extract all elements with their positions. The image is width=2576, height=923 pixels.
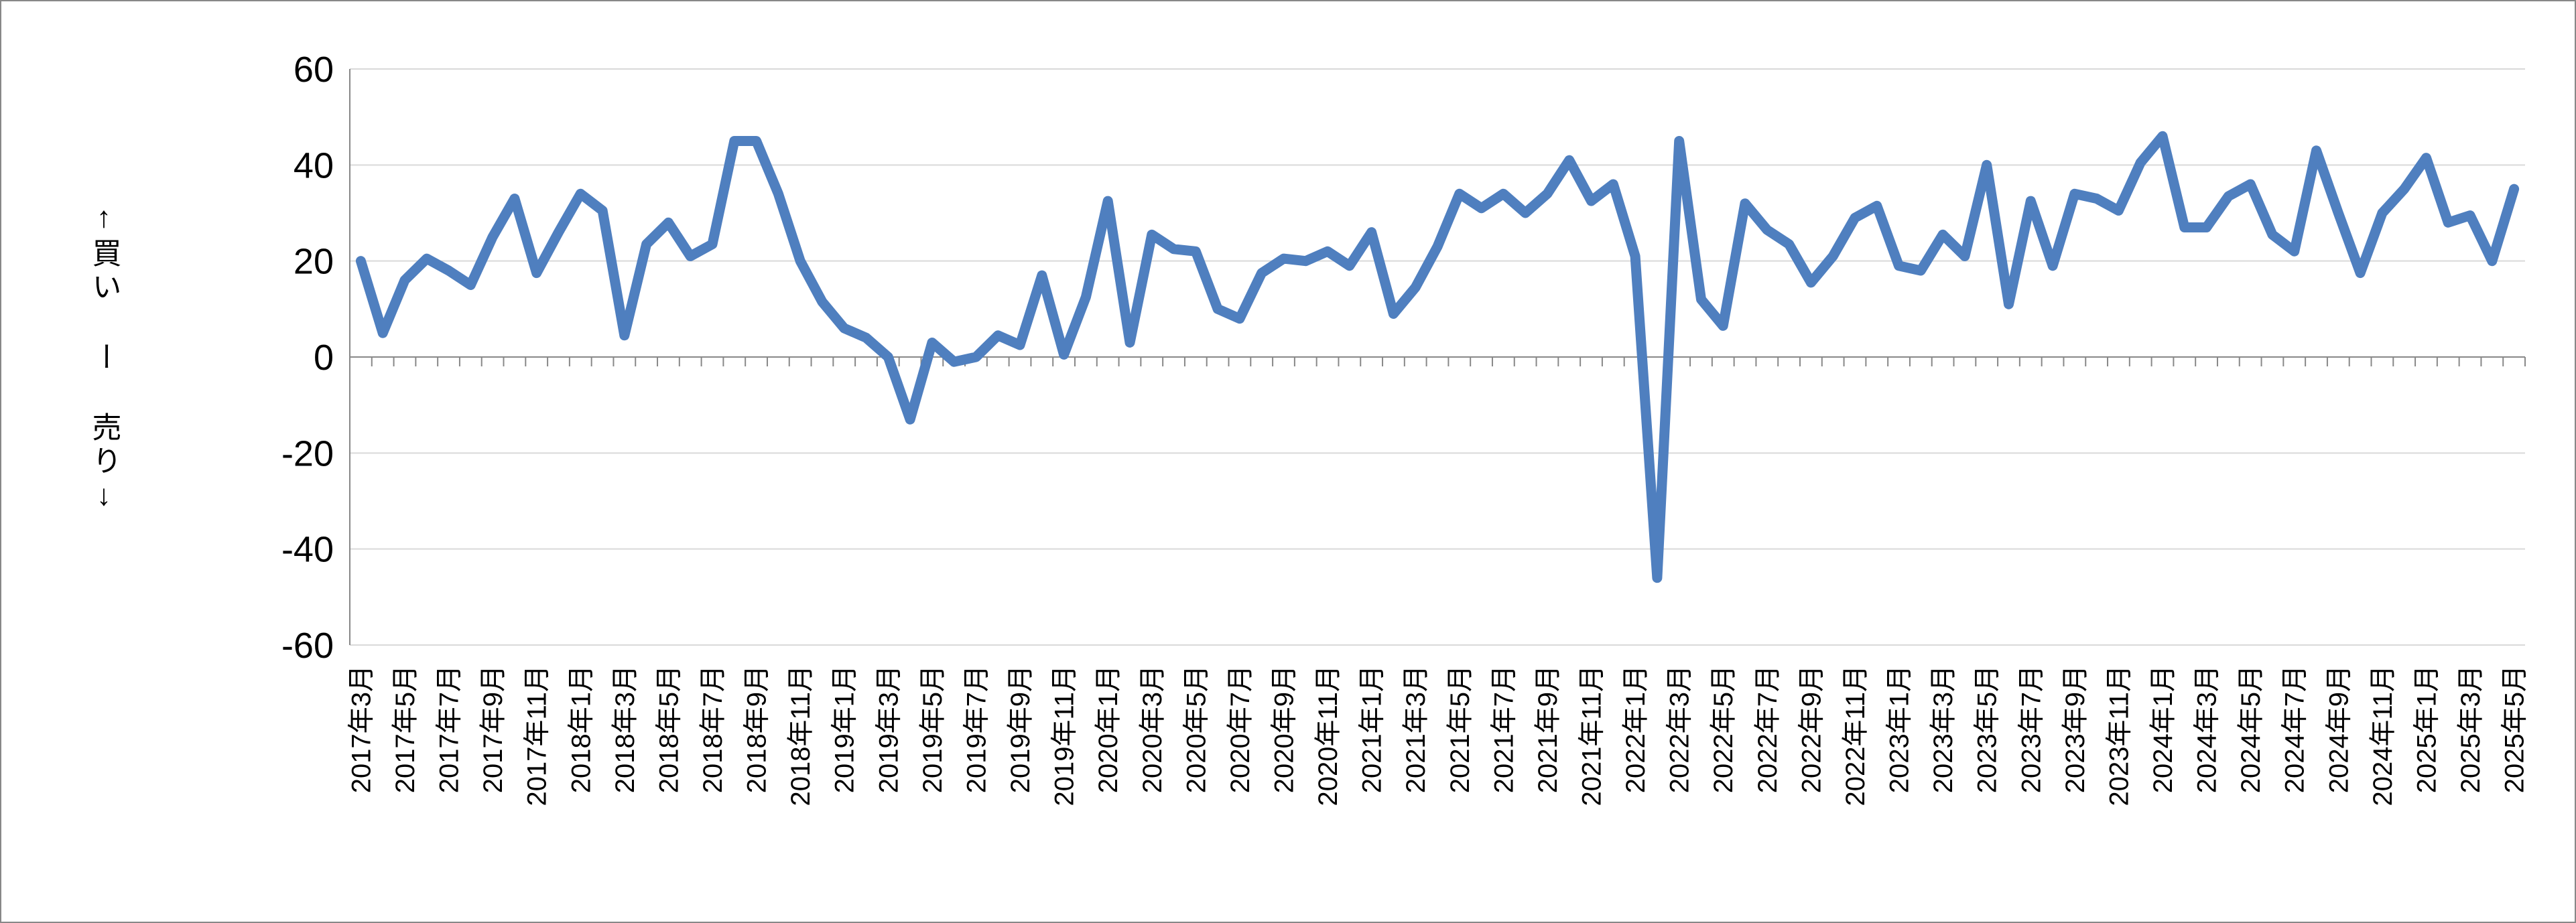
x-tick-label: 2019年1月 (830, 665, 860, 793)
x-tick-label: 2017年3月 (346, 665, 376, 793)
x-tick-label: 2021年3月 (1401, 665, 1431, 793)
x-tick-label: 2024年7月 (2280, 665, 2310, 793)
x-tick-label: 2021年5月 (1445, 665, 1475, 793)
x-tick-label: 2021年1月 (1358, 665, 1387, 793)
data-line (355, 131, 2520, 583)
x-tick-label: 2019年11月 (1050, 665, 1080, 806)
x-tick-label: 2025年3月 (2456, 665, 2486, 793)
x-tick-label: 2022年11月 (1841, 665, 1870, 806)
x-tick-label: 2024年3月 (2193, 665, 2222, 793)
x-tick-label: 2023年7月 (2016, 665, 2046, 793)
x-tick-label: 2022年7月 (1753, 665, 1783, 793)
x-tick-label: 2018年7月 (698, 665, 728, 793)
x-tick-label: 2022年5月 (1709, 665, 1738, 793)
x-tick-label: 2017年9月 (478, 665, 508, 793)
x-tick-label: 2024年1月 (2148, 665, 2178, 793)
y-axis-label: ↑買い ー 売り↓ (88, 201, 121, 516)
x-tick-label: 2018年3月 (610, 665, 640, 793)
x-tick-label: 2021年9月 (1533, 665, 1563, 793)
x-tick-label: 2020年7月 (1226, 665, 1255, 793)
x-tick-label: 2023年1月 (1885, 665, 1915, 793)
y-tick-label: 60 (294, 50, 334, 90)
x-tick-label: 2018年11月 (786, 665, 816, 806)
x-tick-label: 2020年11月 (1313, 665, 1343, 806)
x-tick-label: 2018年5月 (654, 665, 684, 793)
x-tick-label: 2024年5月 (2236, 665, 2266, 793)
y-tick-label: 0 (314, 338, 334, 378)
x-tick-label: 2017年11月 (523, 665, 552, 806)
x-tick-label: 2022年1月 (1621, 665, 1651, 793)
x-tick-label: 2020年1月 (1094, 665, 1123, 793)
x-tick-label: 2022年3月 (1665, 665, 1695, 793)
x-tick-label: 2022年9月 (1797, 665, 1826, 793)
x-tick-label: 2024年11月 (2368, 665, 2398, 806)
x-tick-label: 2020年5月 (1181, 665, 1211, 793)
y-tick-label: -40 (281, 530, 334, 570)
x-tick-label: 2020年3月 (1138, 665, 1167, 793)
x-tick-label: 2025年1月 (2412, 665, 2441, 793)
x-tick-label: 2023年9月 (2061, 665, 2090, 793)
x-tick-label: 2021年11月 (1577, 665, 1607, 806)
x-tick-label: 2025年5月 (2500, 665, 2530, 793)
x-tick-label: 2024年9月 (2324, 665, 2354, 793)
x-tick-label: 2018年1月 (566, 665, 596, 793)
y-tick-label: 20 (294, 242, 334, 282)
x-tick-label: 2019年3月 (874, 665, 903, 793)
x-tick-label: 2023年11月 (2104, 665, 2134, 806)
x-tick-label: 2019年9月 (1006, 665, 1035, 793)
x-tick-label: 2019年5月 (918, 665, 948, 793)
x-tick-label: 2019年7月 (962, 665, 991, 793)
x-tick-label: 2020年9月 (1269, 665, 1299, 793)
y-tick-label: 40 (294, 145, 334, 186)
x-tick-label: 2023年3月 (1929, 665, 1958, 793)
y-tick-label: -20 (281, 433, 334, 474)
y-tick-label: -60 (281, 626, 334, 666)
x-tick-label: 2017年5月 (391, 665, 420, 793)
x-tick-label: 2023年5月 (1973, 665, 2002, 793)
x-tick-label: 2017年7月 (435, 665, 464, 793)
x-tick-label: 2018年9月 (743, 665, 772, 793)
x-tick-label: 2021年7月 (1489, 665, 1519, 793)
